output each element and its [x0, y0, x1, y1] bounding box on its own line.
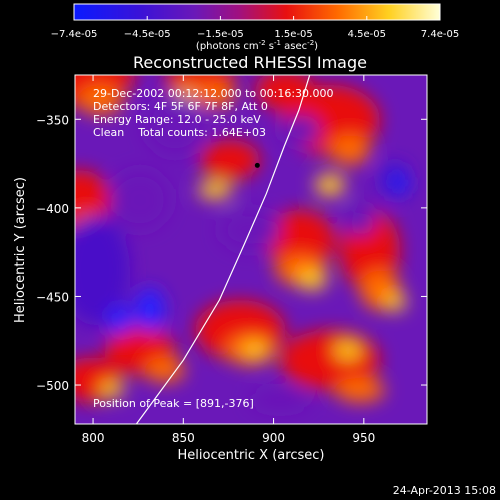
annotation-energy: Energy Range: 12.0 - 25.0 keV: [93, 113, 261, 126]
x-tick-label: 950: [352, 431, 375, 445]
annotation-peak: Position of Peak = [891,-376]: [93, 397, 254, 410]
heatmap-blob: [335, 377, 385, 403]
colorbar-tick-label: 7.4e-05: [421, 29, 459, 40]
timestamp: 24-Apr-2013 15:08: [393, 484, 496, 497]
colorbar-tick-label: −1.5e-05: [197, 29, 244, 40]
x-tick-label: 850: [172, 431, 195, 445]
heatmap-blob: [394, 176, 410, 194]
heatmap-blob: [384, 293, 406, 311]
heatmap-blob: [145, 357, 185, 383]
y-tick-label: −500: [36, 379, 69, 393]
colorbar-ticks: −7.4e-05 −4.5e-05 −1.5e-05 1.5e-05 4.5e-05 7.…: [51, 16, 459, 40]
heatmap-blob: [255, 75, 315, 110]
heatmap-blob: [107, 305, 133, 335]
colorbar: −7.4e-05 −4.5e-05 −1.5e-05 1.5e-05 4.5e-05 7.…: [51, 3, 459, 52]
y-tick-label: −350: [36, 113, 69, 127]
heatmap-blob: [195, 82, 235, 108]
colorbar-tick-label: −7.4e-05: [51, 29, 98, 40]
x-axis-label: Heliocentric X (arcsec): [178, 448, 325, 463]
heatmap-blob: [100, 382, 124, 398]
heatmap-image: [75, 75, 427, 424]
heatmap-blob: [315, 174, 345, 196]
heatmap-blob: [243, 342, 267, 358]
solar-limb-line: [135, 75, 311, 424]
x-axis-ticks: 800 850 900 950: [82, 75, 375, 445]
heatmap-blob: [335, 341, 361, 359]
heatmap-blob: [110, 170, 170, 230]
heatmap-blob: [250, 390, 310, 410]
heatmap-blob: [77, 85, 123, 115]
x-tick-label: 900: [262, 431, 285, 445]
colorbar-gradient: [73, 3, 441, 21]
heatmap-blob: [345, 205, 375, 235]
image-annotations: 29-Dec-2002 00:12:12.000 to 00:16:30.000…: [93, 87, 334, 410]
heatmap-blob: [135, 287, 165, 333]
colorbar-tick-label: 4.5e-05: [348, 29, 386, 40]
heatmap-blob: [200, 140, 260, 180]
plot-frame: [74, 74, 428, 425]
y-axis-label: Heliocentric Y (arcsec): [13, 177, 28, 323]
heatmap-blob: [330, 135, 370, 165]
y-axis-ticks: −350 −400 −450 −500: [36, 113, 427, 393]
x-tick-label: 800: [82, 431, 105, 445]
chart-title: Reconstructed RHESSI Image: [133, 53, 367, 72]
y-tick-label: −400: [36, 202, 69, 216]
annotation-clean: Clean Total counts: 1.64E+03: [93, 126, 266, 139]
heatmap-blob: [280, 115, 320, 145]
colorbar-tick-label: −4.5e-05: [124, 29, 171, 40]
heatmap-blob: [75, 215, 130, 325]
peak-marker: [254, 162, 260, 168]
annotation-time: 29-Dec-2002 00:12:12.000 to 00:16:30.000: [93, 87, 334, 100]
heatmap-blob: [297, 270, 327, 290]
colorbar-tick-label: 1.5e-05: [274, 29, 312, 40]
heatmap-blob: [265, 210, 335, 270]
heatmap-blob: [198, 181, 232, 199]
heatmap-blob: [145, 95, 205, 155]
annotation-detectors: Detectors: 4F 5F 6F 7F 8F, Att 0: [93, 100, 268, 113]
y-tick-label: −450: [36, 290, 69, 304]
colorbar-unit-label: (photons cm-2 s-1 asec-2): [196, 39, 318, 52]
